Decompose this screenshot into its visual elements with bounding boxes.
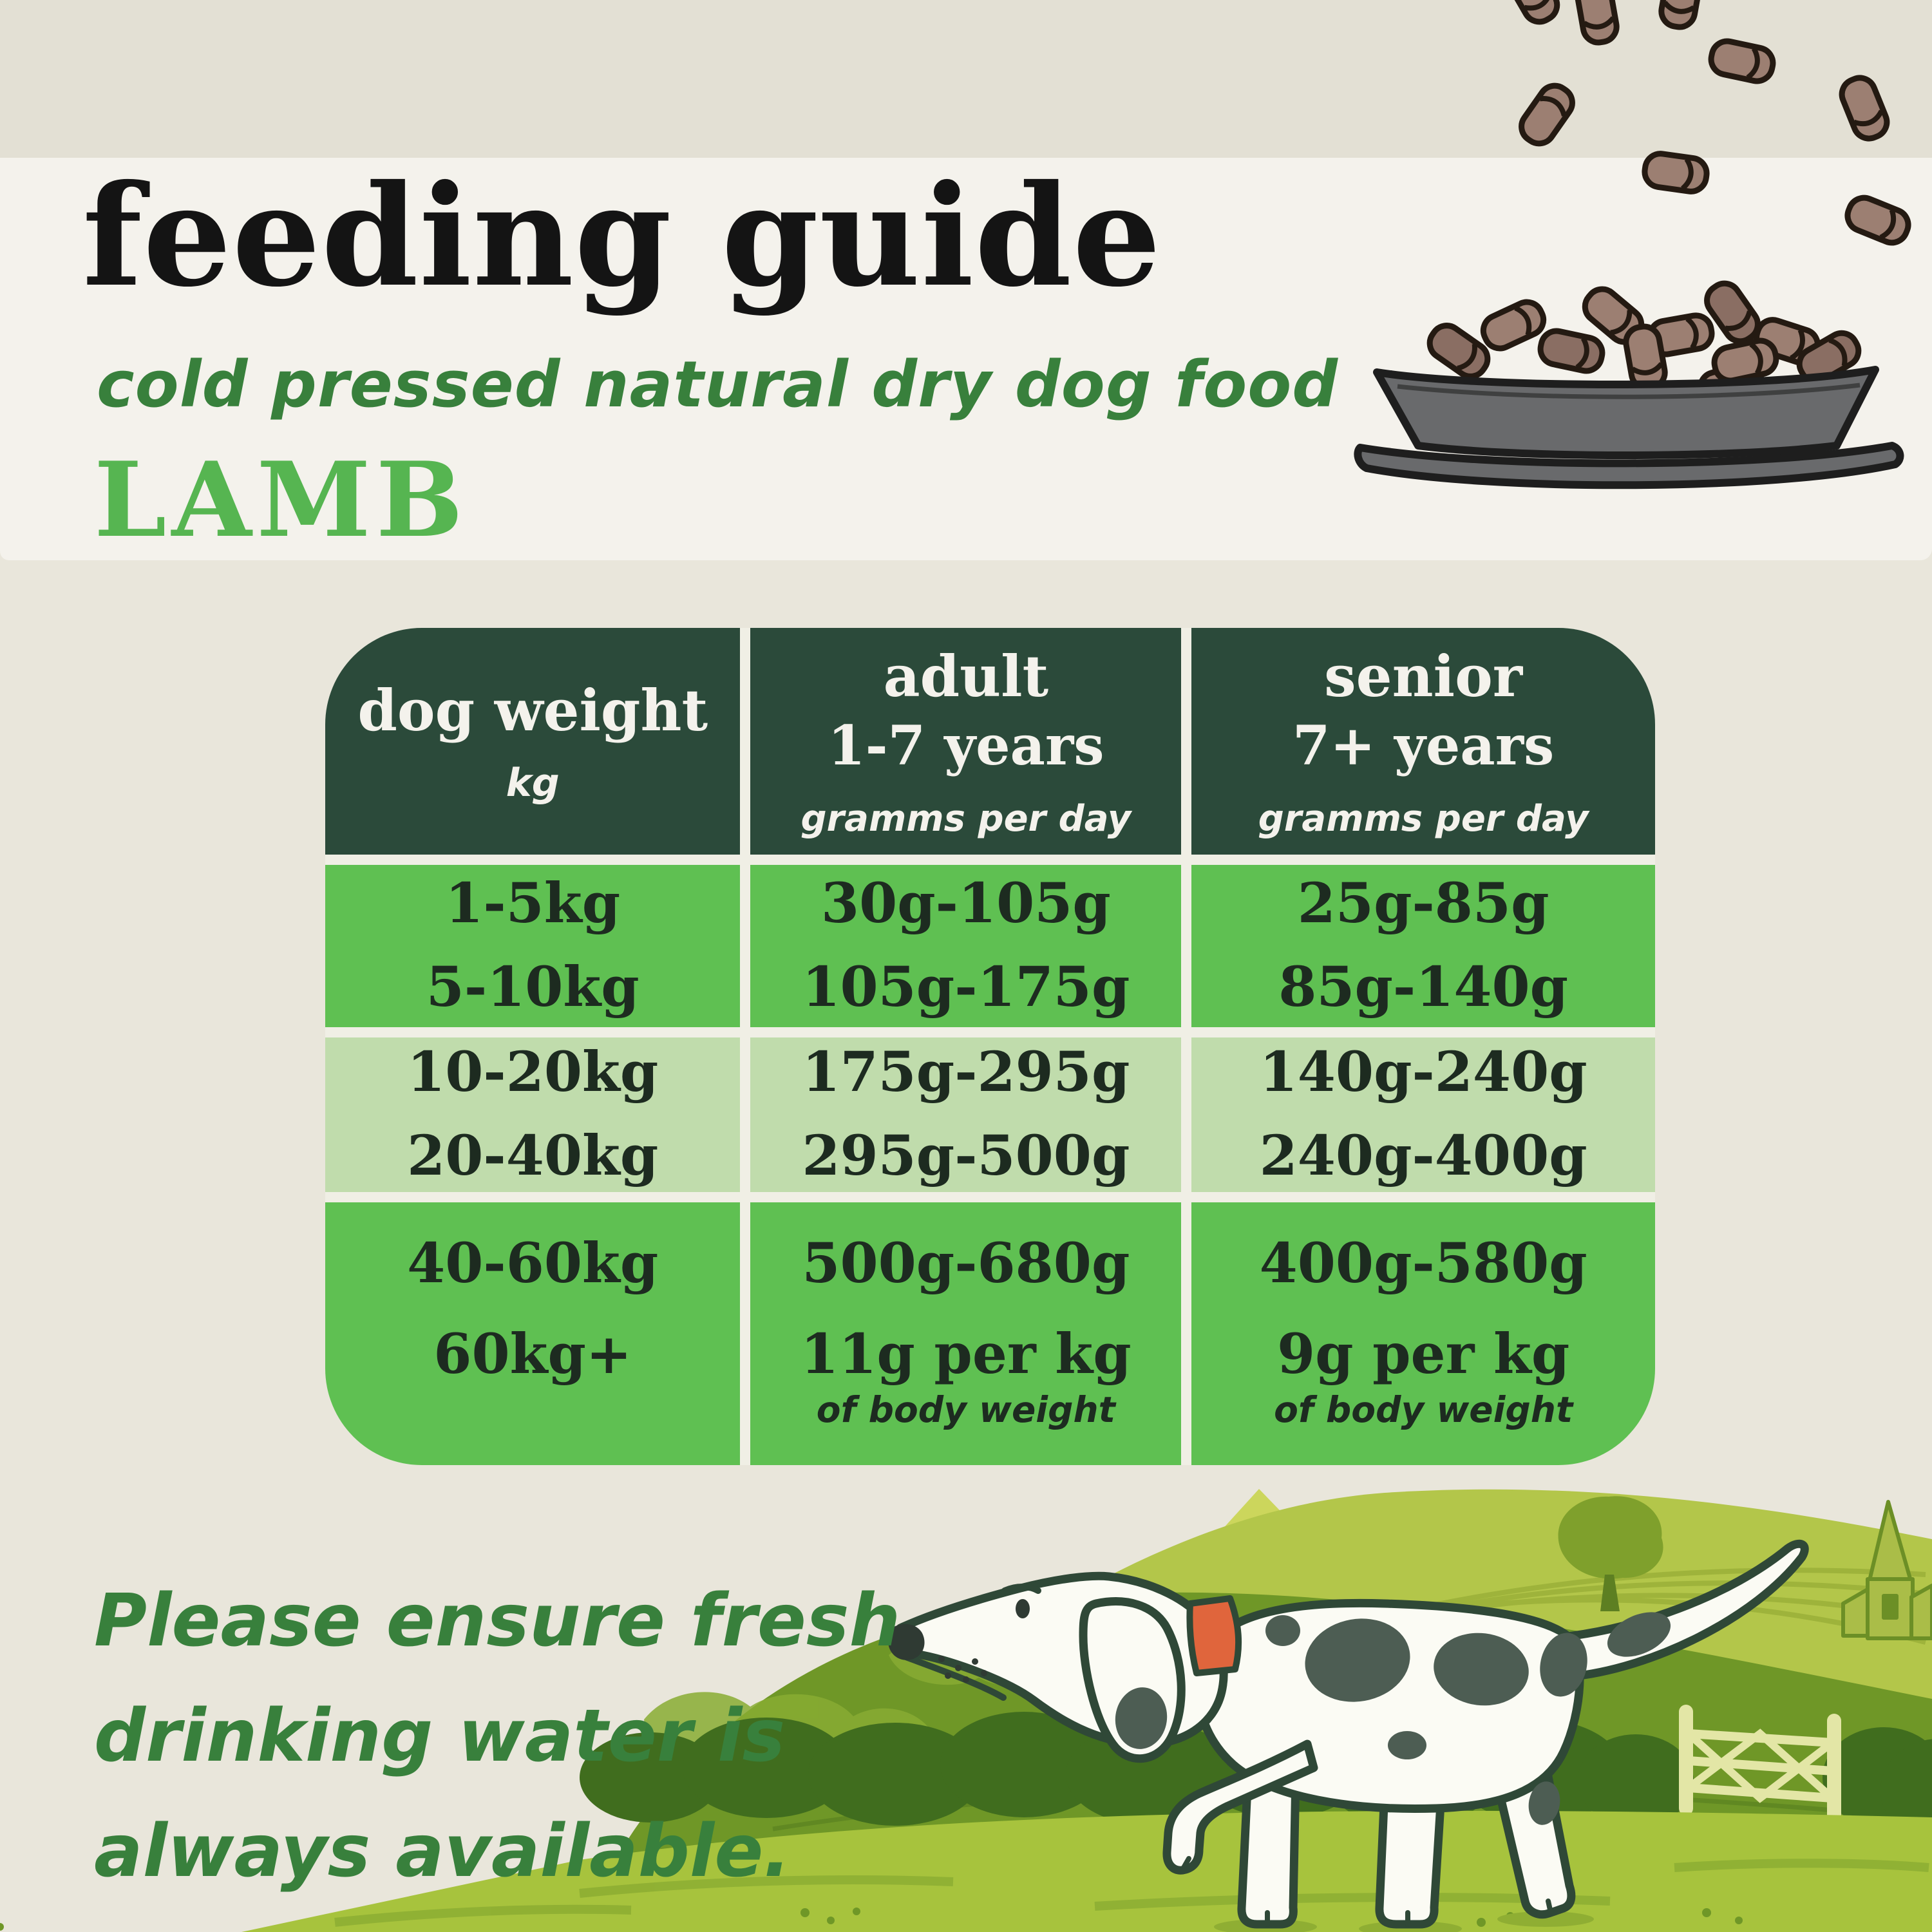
feeding-table: dog weight kg adult 1-7 years gramms per… [325,628,1655,1465]
senior-column-cell: 400g-580g 9g per kg of body weight [1191,1202,1655,1465]
header-dog-weight: dog weight kg [325,628,741,855]
header-banner [0,158,1932,560]
dog-rear-leg-near [1375,1786,1446,1929]
flavor-label: LAMB [94,439,468,560]
dog-collar [1186,1595,1242,1676]
note-line: Please ensure fresh [94,1579,901,1663]
senior-column-cell: 25g-85g 85g-140g [1191,865,1655,1027]
table-header-row: dog weight kg adult 1-7 years gramms per… [325,628,1655,855]
adult-amount: 175g-295g [802,1040,1130,1105]
header-adult: adult 1-7 years gramms per day [750,628,1182,855]
table-band-large-dogs: 40-60kg 60kg+ 500g-680g 11g per kg of bo… [325,1202,1655,1465]
note-line: always available. [94,1810,791,1894]
senior-amount: 9g per kg [1276,1322,1570,1387]
weight-column-cell: 10-20kg 20-40kg [325,1037,741,1192]
church-icon [1841,1500,1932,1640]
dog-front-leg [1237,1770,1300,1929]
adult-amount: 295g-500g [802,1124,1130,1188]
senior-amount-note: of body weight [1274,1388,1573,1430]
column-age-range: 1-7 years [828,713,1104,777]
senior-amount: 240g-400g [1259,1124,1587,1188]
fresh-water-note: Please ensure fresh drinking water is al… [94,1564,1060,1910]
weight-value: 1-5kg [445,871,621,936]
senior-amount: 140g-240g [1259,1040,1587,1105]
column-title: dog weight [357,677,708,744]
dog-nose [887,1624,925,1660]
senior-amount: 85g-140g [1278,955,1569,1019]
table-band-small-dogs: 1-5kg 5-10kg 30g-105g 105g-175g 25g-85g … [325,865,1655,1027]
column-unit: kg [506,760,560,806]
weight-value: 40-60kg [407,1231,659,1296]
weight-column-cell: 40-60kg 60kg+ [325,1202,741,1465]
dog-freckles [938,1656,987,1683]
dog-toe-marks [1181,1856,1553,1927]
weight-value: 5-10kg [426,955,639,1019]
table-band-medium-dogs: 10-20kg 20-40kg 175g-295g 295g-500g 140g… [325,1037,1655,1192]
landscape-illustration [0,1489,1932,1932]
dog-spots [1265,1612,1671,1825]
column-title: senior [1324,643,1523,710]
weight-value: 60kg+ [433,1322,632,1387]
dog-bowl-illustration [1354,0,1932,489]
subtitle: cold pressed natural dry dog food [97,348,1339,422]
dog-illustration [887,1539,1809,1932]
header-senior: senior 7+ years gramms per day [1191,628,1655,855]
senior-amount: 400g-580g [1259,1231,1587,1296]
page-title: feeding guide [82,154,1162,317]
adult-column-cell: 175g-295g 295g-500g [750,1037,1182,1192]
column-age-range: 7+ years [1292,713,1555,777]
note-line: drinking water is [94,1694,786,1779]
bowl [1354,366,1904,489]
dog-eye [1016,1599,1030,1618]
dog-raised-leg [1162,1739,1318,1875]
senior-amount: 25g-85g [1297,871,1549,936]
senior-column-cell: 140g-240g 240g-400g [1191,1037,1655,1192]
tree-icon [1558,1496,1663,1611]
adult-amount: 30g-105g [820,871,1111,936]
column-unit-note: gramms per day [800,797,1132,840]
adult-amount-note: of body weight [816,1388,1115,1430]
farm-gate-icon [1679,1705,1841,1828]
dog-ear-spot [1115,1687,1168,1749]
weight-value: 10-20kg [407,1040,659,1105]
column-unit-note: gramms per day [1258,797,1589,840]
adult-amount: 11g per kg [800,1322,1132,1387]
adult-amount: 500g-680g [802,1231,1130,1296]
weight-column-cell: 1-5kg 5-10kg [325,865,741,1027]
weight-value: 20-40kg [407,1124,659,1188]
adult-column-cell: 30g-105g 105g-175g [750,865,1182,1027]
adult-column-cell: 500g-680g 11g per kg of body weight [750,1202,1182,1465]
column-title: adult [883,643,1049,710]
adult-amount: 105g-175g [802,955,1130,1019]
